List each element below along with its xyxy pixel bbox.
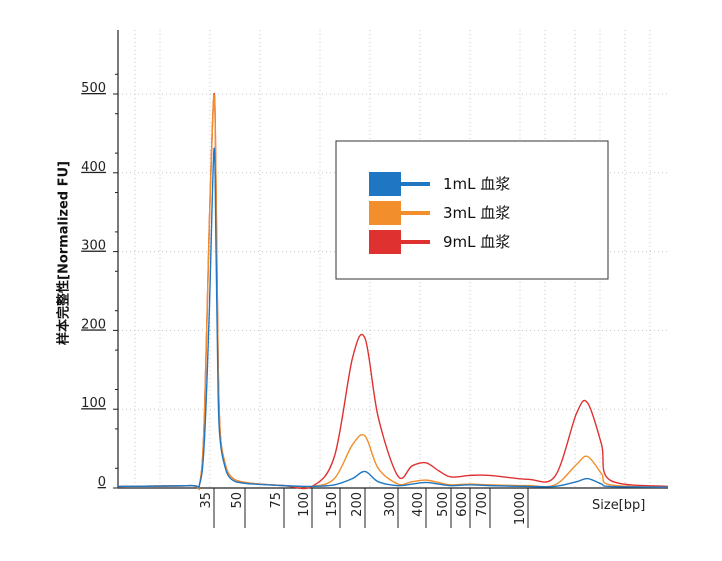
x-tick-label: 75 <box>269 492 284 509</box>
legend-swatch-line <box>400 240 430 244</box>
y-tick-label: 300 <box>81 239 106 254</box>
x-tick-label: 600 <box>455 492 470 517</box>
x-tick-label: 1000 <box>513 492 528 525</box>
y-tick-label: 200 <box>81 317 106 332</box>
x-tick-label: 500 <box>436 492 451 517</box>
y-tick-label: 100 <box>81 396 106 411</box>
y-tick-label: 500 <box>81 81 106 96</box>
x-tick-label: 50 <box>230 492 245 509</box>
y-tick-label: 400 <box>81 160 106 175</box>
y-tick-label: 0 <box>98 475 106 490</box>
legend-swatch-line <box>400 182 430 186</box>
x-axis-label: Size[bp] <box>592 498 645 513</box>
x-tick-label: 300 <box>383 492 398 517</box>
legend-swatch-line <box>400 211 430 215</box>
series-layer <box>117 93 669 491</box>
legend-label: 1mL 血浆 <box>443 175 510 193</box>
legend-label: 9mL 血浆 <box>443 233 510 251</box>
y-axis-label: 样本完整性[Normalized FU] <box>56 161 72 345</box>
legend-swatch <box>369 201 401 225</box>
x-tick-label: 100 <box>297 492 312 517</box>
legend-swatch <box>369 230 401 254</box>
legend-swatch <box>369 172 401 196</box>
x-tick-label: 150 <box>325 492 340 517</box>
series-line-1 <box>117 147 669 489</box>
x-tick-label: 35 <box>199 492 214 509</box>
x-tick-label: 400 <box>411 492 426 517</box>
x-tick-label: 200 <box>350 492 365 517</box>
axes: 0 100 200 300 400 500 35 50 75 100 150 200 300 400 500… <box>81 30 668 528</box>
x-tick-label: 700 <box>475 492 490 517</box>
legend: 1mL 血浆 3mL 血浆 9mL 血浆 <box>335 140 609 280</box>
legend-label: 3mL 血浆 <box>443 204 510 222</box>
